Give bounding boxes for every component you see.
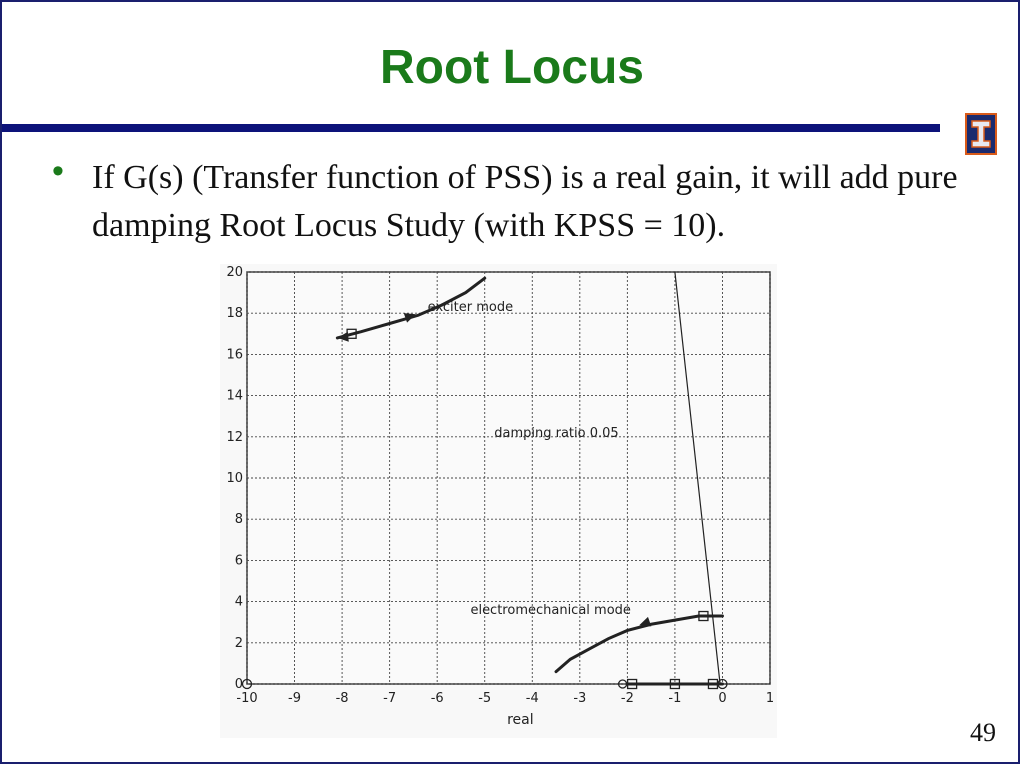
series-line — [554, 614, 724, 674]
arrow-marker — [639, 616, 652, 627]
y-tick-label: 8 — [235, 512, 243, 527]
x-tick-label: -6 — [431, 691, 444, 706]
block-i-logo — [965, 113, 997, 155]
x-tick-label: -3 — [573, 691, 586, 706]
y-tick-label: 0 — [235, 677, 243, 692]
chart-annotation: damping ratio 0.05 — [494, 426, 618, 441]
series-marker — [626, 678, 638, 690]
y-tick-label: 6 — [235, 553, 243, 568]
x-tick-label: -8 — [336, 691, 349, 706]
y-tick-label: 18 — [226, 306, 243, 321]
series-line — [335, 276, 487, 340]
x-tick-label: -5 — [478, 691, 491, 706]
chart-svg: -10 -9 -8 -7 -6 -5 -4 -3 -2 -1 0 102468101214161820… — [226, 265, 774, 728]
y-tick-label: 12 — [226, 430, 243, 445]
arrow-marker — [337, 331, 349, 342]
chart-annotation: electromechanical mode — [470, 603, 630, 618]
x-tick-label: -10 — [236, 691, 257, 706]
title-rule — [2, 124, 940, 132]
chart-annotation: exciter mode — [428, 300, 513, 315]
arrow-marker — [403, 313, 416, 323]
x-tick-label: 0 — [718, 691, 726, 706]
x-axis-label: real — [507, 712, 534, 728]
slide-title: Root Locus — [380, 41, 644, 94]
bullet-dot-icon: • — [52, 152, 64, 190]
y-tick-label: 20 — [226, 265, 243, 280]
root-locus-chart: -10 -9 -8 -7 -6 -5 -4 -3 -2 -1 0 1 0 2 4 6 8 10 12 14 16 18 20… — [220, 264, 777, 738]
series-marker — [669, 678, 681, 690]
x-tick-label: -9 — [288, 691, 301, 706]
x-tick-label: -4 — [526, 691, 539, 706]
y-tick-label: 16 — [226, 347, 243, 362]
y-tick-label: 2 — [235, 636, 243, 651]
block-i-icon — [971, 120, 991, 148]
series-marker — [698, 610, 709, 622]
x-tick-label: -2 — [621, 691, 634, 706]
x-tick-label: -1 — [668, 691, 681, 706]
y-tick-label: 4 — [235, 595, 243, 610]
x-tick-label: 1 — [766, 691, 774, 706]
origin-marker — [617, 679, 628, 689]
y-tick-label: 10 — [226, 471, 243, 486]
y-tick-label: 14 — [226, 389, 243, 404]
bullet-text: If G(s) (Transfer function of PSS) is a … — [92, 159, 958, 244]
page-number: 49 — [970, 718, 996, 747]
origin-marker — [717, 678, 728, 690]
x-tick-label: -7 — [383, 691, 396, 706]
origin-marker — [241, 678, 253, 690]
